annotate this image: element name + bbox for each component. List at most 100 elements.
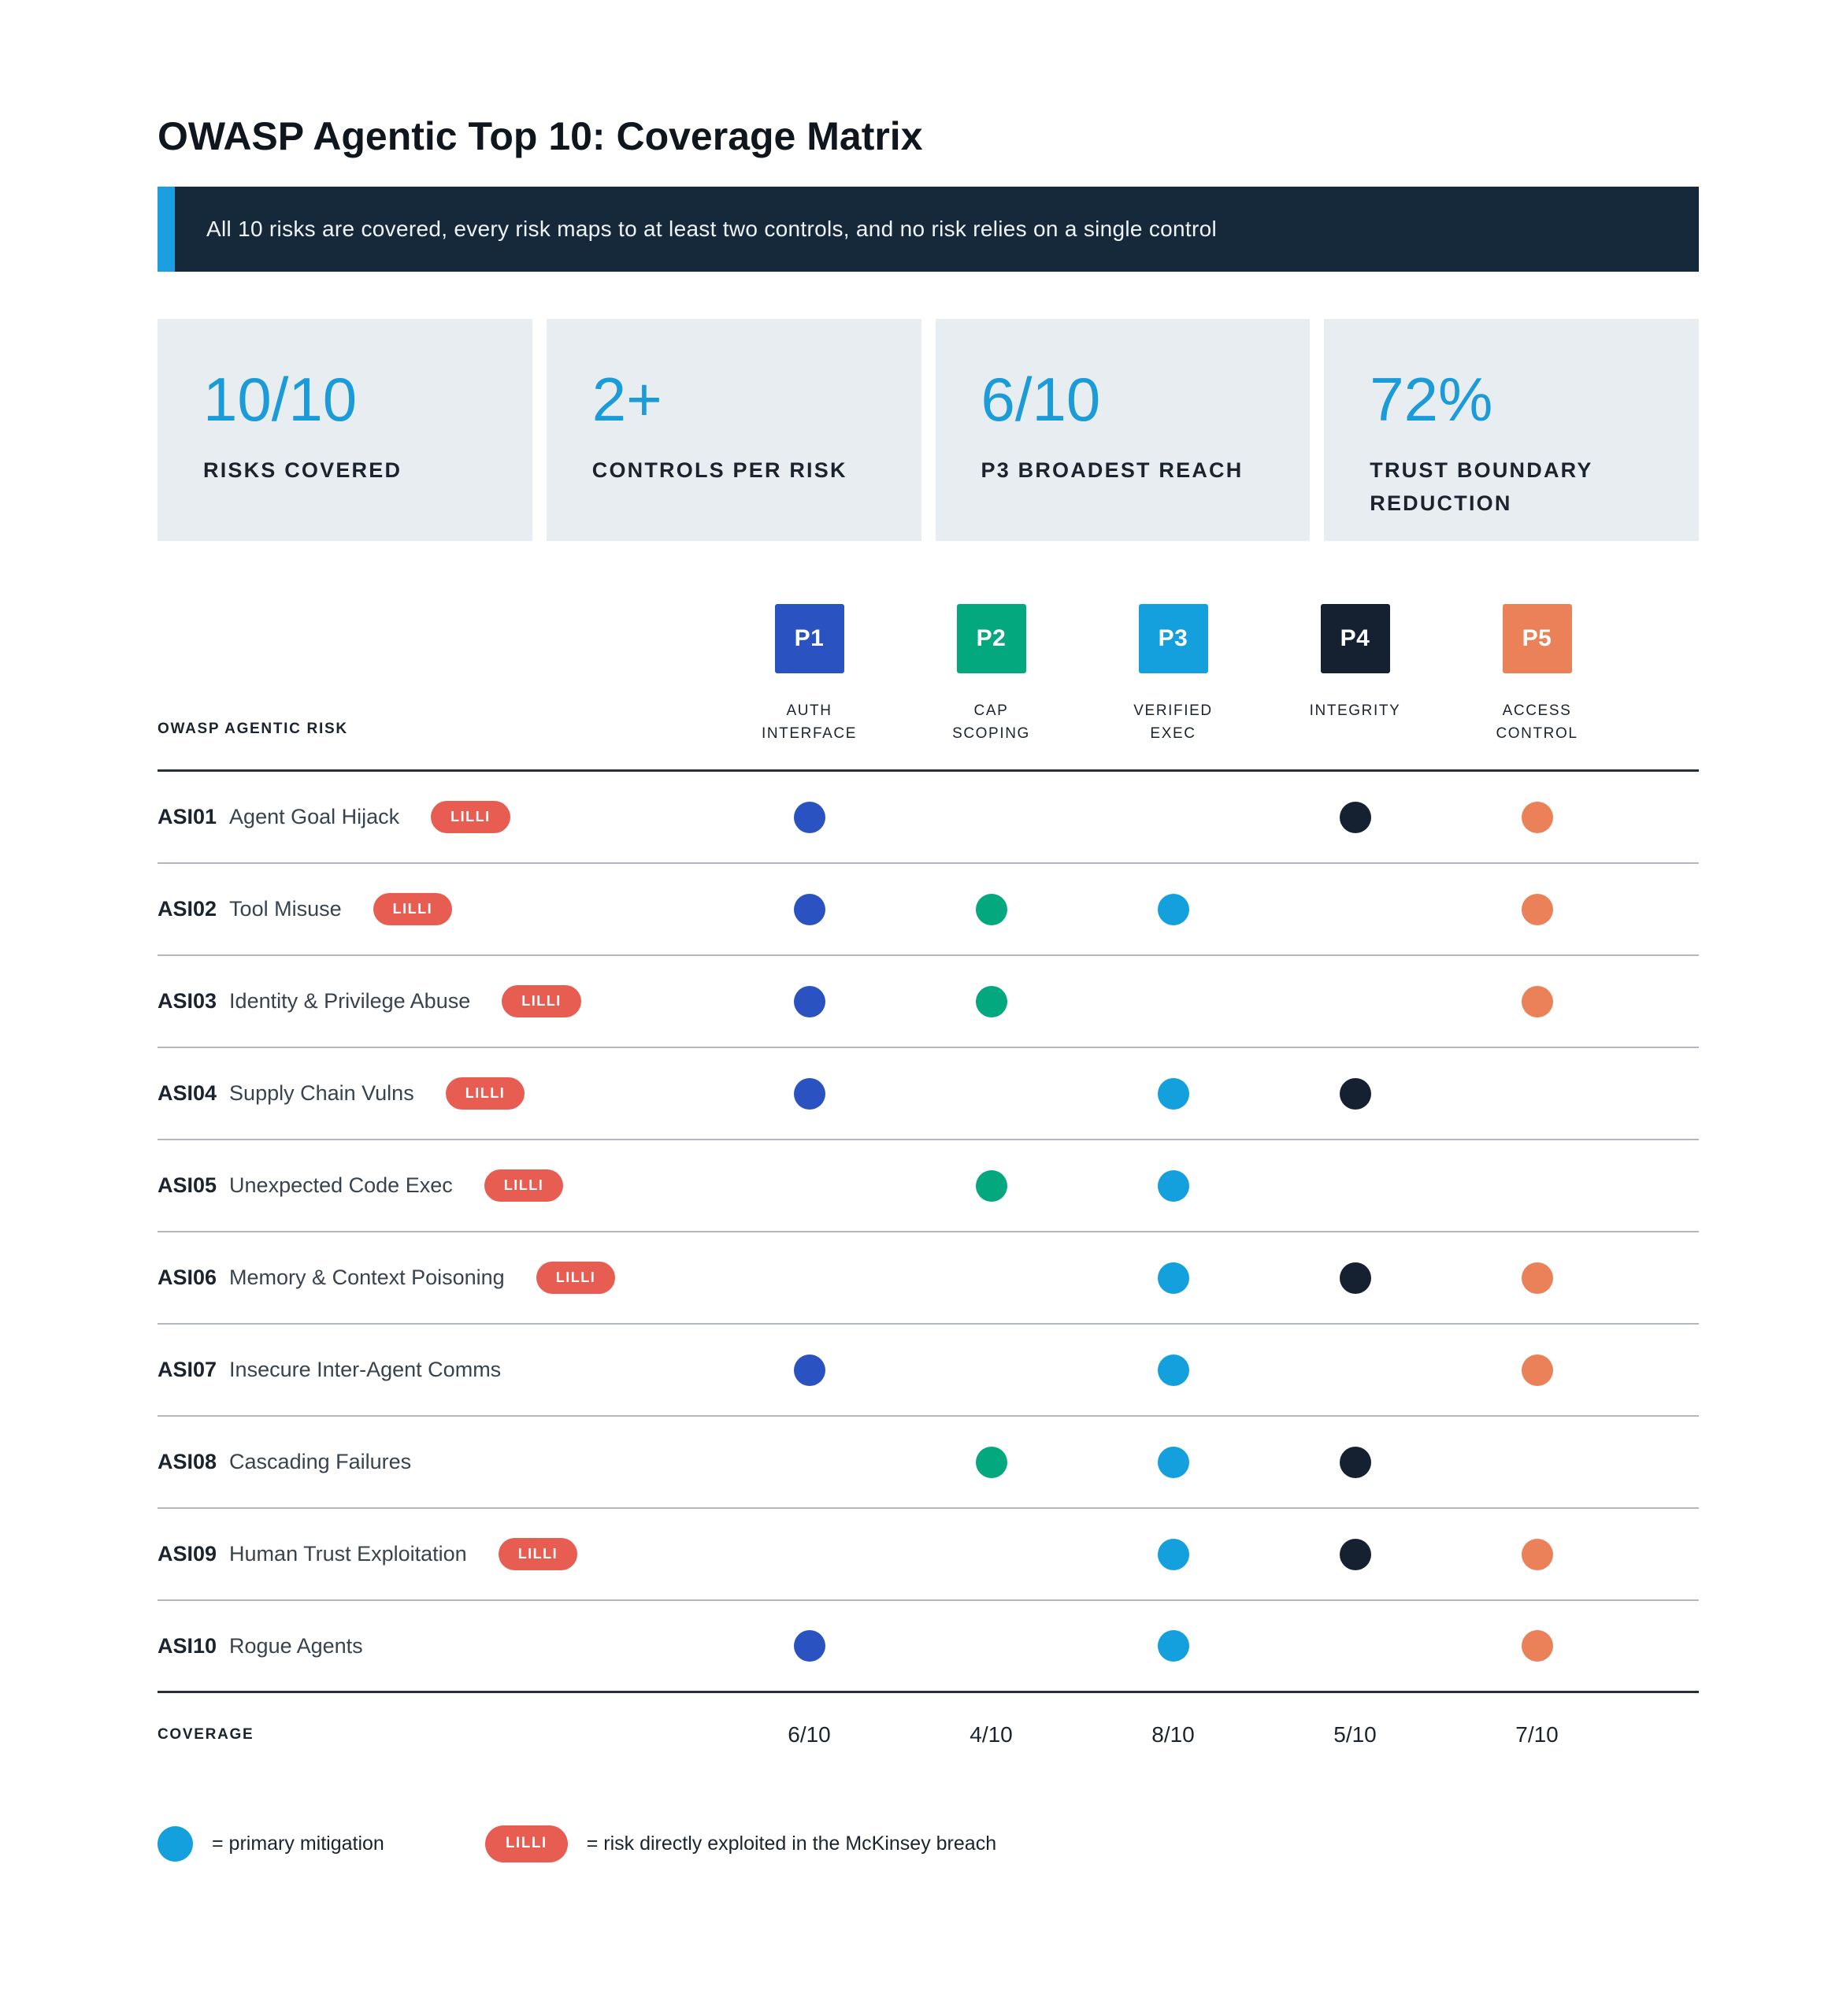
- coverage-value: 5/10: [1333, 1722, 1377, 1747]
- legend-item-lilli: LILLI = risk directly exploited in the M…: [484, 1825, 996, 1862]
- content: OWASP Agentic Top 10: Coverage Matrix Al…: [158, 113, 1699, 1862]
- matrix-cell: [1446, 801, 1628, 833]
- risk-row: ASI03 Identity & Privilege Abuse LILLI: [158, 956, 1699, 1048]
- risk-cell: ASI07 Insecure Inter-Agent Comms: [158, 1358, 718, 1382]
- risk-cell: ASI08 Cascading Failures: [158, 1450, 718, 1474]
- matrix-cell: [1264, 1077, 1446, 1110]
- mitigation-dot: [1339, 1538, 1371, 1570]
- stats-row: 10/10 RISKS COVERED 2+ CONTROLS PER RISK 6/1…: [158, 319, 1699, 541]
- risk-code: ASI03: [158, 988, 217, 1013]
- mitigation-dot: [793, 801, 825, 833]
- risk-cell: ASI09 Human Trust Exploitation LILLI: [158, 1537, 718, 1571]
- mitigation-dot: [793, 1077, 825, 1110]
- mitigation-dot: [793, 1354, 825, 1386]
- stat-label: P3 BROADEST REACH: [981, 458, 1244, 482]
- matrix-cell: [900, 985, 1082, 1017]
- risk-name: Agent Goal Hijack: [229, 804, 400, 828]
- matrix-cell: [1446, 893, 1628, 925]
- mitigation-dot: [1339, 1262, 1371, 1294]
- risk-row: ASI10 Rogue Agents: [158, 1601, 1699, 1693]
- matrix-cell: [1446, 1538, 1628, 1570]
- mitigation-dot: [1521, 1262, 1553, 1294]
- stat-value: 6/10: [981, 365, 1101, 434]
- mitigation-dot: [1521, 801, 1553, 833]
- stat-card: 6/10 P3 BROADEST REACH: [935, 319, 1311, 541]
- risk-name: Rogue Agents: [229, 1633, 363, 1658]
- matrix-body: ASI01 Agent Goal Hijack LILLI ASI02 Tool Mis…: [158, 772, 1699, 1693]
- coverage-value: 8/10: [1151, 1722, 1195, 1747]
- coverage-value: 6/10: [788, 1722, 831, 1747]
- control-badge: P4: [1320, 604, 1390, 673]
- matrix-cell: [1082, 1354, 1264, 1386]
- risk-name: Tool Misuse: [229, 896, 342, 921]
- matrix-cell: [1264, 1446, 1446, 1478]
- mitigation-dot: [1157, 893, 1189, 925]
- risk-cell: ASI01 Agent Goal Hijack LILLI: [158, 800, 718, 834]
- coverage-label: COVERAGE: [158, 1726, 254, 1743]
- risk-code: ASI01: [158, 804, 217, 828]
- mitigation-dot: [1521, 1538, 1553, 1570]
- risk-name: Identity & Privilege Abuse: [229, 988, 471, 1013]
- summary-text: All 10 risks are covered, every risk map…: [206, 217, 1218, 241]
- matrix-cell: [718, 893, 900, 925]
- legend: = primary mitigation LILLI = risk direct…: [158, 1825, 1699, 1862]
- coverage-row: COVERAGE 6/10 4/10 8/10 5/10 7/10: [158, 1693, 1699, 1777]
- legend-item-primary-mitigation: = primary mitigation: [158, 1825, 384, 1862]
- matrix-cell: [1082, 1262, 1264, 1294]
- legend-primary-mitigation-label: = primary mitigation: [212, 1832, 384, 1855]
- matrix-cell: [1082, 1446, 1264, 1478]
- risk-code: ASI10: [158, 1633, 217, 1658]
- lilli-badge: LILLI: [502, 984, 581, 1018]
- risk-code: ASI06: [158, 1265, 217, 1289]
- risk-cell: ASI04 Supply Chain Vulns LILLI: [158, 1077, 718, 1110]
- control-column-header: P1 AUTH INTERFACE: [718, 604, 900, 750]
- control-badge: P2: [956, 604, 1026, 673]
- risk-row: ASI02 Tool Misuse LILLI: [158, 864, 1699, 956]
- control-badge: P1: [774, 604, 844, 673]
- lilli-badge: LILLI: [431, 800, 510, 834]
- risk-name: Unexpected Code Exec: [229, 1173, 453, 1197]
- lilli-badge: LILLI: [373, 892, 453, 926]
- mitigation-dot: [1157, 1077, 1189, 1110]
- matrix-cell: [1264, 1262, 1446, 1294]
- matrix-cell: [1264, 1538, 1446, 1570]
- stat-card: 72% TRUST BOUNDARY REDUCTION: [1324, 319, 1699, 541]
- stat-label: RISKS COVERED: [203, 458, 402, 482]
- mitigation-dot: [793, 893, 825, 925]
- matrix-cell: [718, 985, 900, 1017]
- risk-code: ASI07: [158, 1358, 217, 1381]
- stat-label: TRUST BOUNDARY REDUCTION: [1370, 458, 1593, 515]
- risk-row: ASI08 Cascading Failures: [158, 1417, 1699, 1509]
- mitigation-dot: [1157, 1630, 1189, 1662]
- risk-code: ASI05: [158, 1173, 217, 1197]
- stat-value: 10/10: [203, 365, 358, 434]
- mitigation-dot: [1521, 1630, 1553, 1662]
- mitigation-dot: [1157, 1354, 1189, 1386]
- risk-code: ASI04: [158, 1080, 217, 1105]
- page-title: OWASP Agentic Top 10: Coverage Matrix: [158, 114, 923, 158]
- risk-row: ASI09 Human Trust Exploitation LILLI: [158, 1509, 1699, 1601]
- matrix-cell: [1082, 1538, 1264, 1570]
- matrix-cell: [900, 1446, 1082, 1478]
- coverage-value: 4/10: [970, 1722, 1013, 1747]
- control-label: ACCESS CONTROL: [1496, 702, 1578, 742]
- risk-row: ASI05 Unexpected Code Exec LILLI: [158, 1140, 1699, 1232]
- risk-name: Memory & Context Poisoning: [229, 1265, 505, 1289]
- control-label: CAP SCOPING: [952, 702, 1030, 742]
- mitigation-dot: [1157, 1538, 1189, 1570]
- banner-accent-bar: [158, 187, 175, 272]
- control-column-header: P5 ACCESS CONTROL: [1446, 604, 1628, 750]
- summary-banner: All 10 risks are covered, every risk map…: [158, 187, 1699, 272]
- risk-cell: ASI03 Identity & Privilege Abuse LILLI: [158, 984, 718, 1018]
- matrix-cell: [1082, 1169, 1264, 1202]
- mitigation-dot: [793, 985, 825, 1017]
- mitigation-dot: [975, 1446, 1007, 1478]
- risk-row: ASI06 Memory & Context Poisoning LILLI: [158, 1232, 1699, 1325]
- mitigation-dot: [1339, 801, 1371, 833]
- control-badge: P3: [1138, 604, 1208, 673]
- risk-row: ASI04 Supply Chain Vulns LILLI: [158, 1048, 1699, 1140]
- mitigation-dot: [1521, 985, 1553, 1017]
- matrix-cell: [1082, 1077, 1264, 1110]
- stat-card: 10/10 RISKS COVERED: [158, 319, 532, 541]
- mitigation-dot: [793, 1630, 825, 1662]
